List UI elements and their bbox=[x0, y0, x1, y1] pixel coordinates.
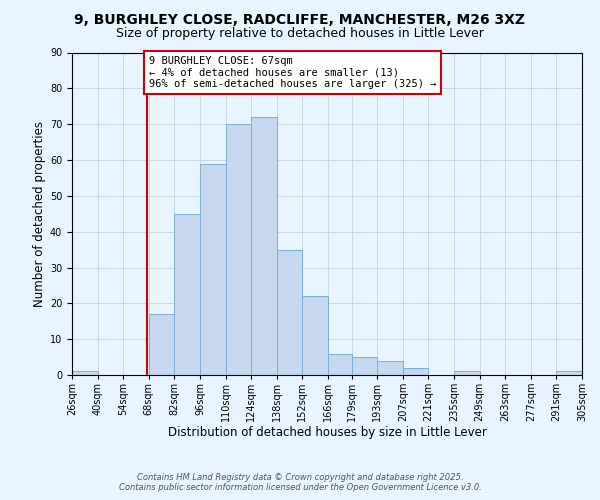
Bar bbox=[352, 357, 377, 375]
Bar bbox=[377, 360, 403, 375]
Bar bbox=[328, 354, 352, 375]
Bar bbox=[72, 372, 98, 375]
Text: 9, BURGHLEY CLOSE, RADCLIFFE, MANCHESTER, M26 3XZ: 9, BURGHLEY CLOSE, RADCLIFFE, MANCHESTER… bbox=[74, 12, 526, 26]
Bar bbox=[226, 124, 251, 375]
Text: 9 BURGHLEY CLOSE: 67sqm
← 4% of detached houses are smaller (13)
96% of semi-det: 9 BURGHLEY CLOSE: 67sqm ← 4% of detached… bbox=[149, 56, 436, 90]
Bar bbox=[277, 250, 302, 375]
Text: Contains HM Land Registry data © Crown copyright and database right 2025.
Contai: Contains HM Land Registry data © Crown c… bbox=[119, 473, 481, 492]
Bar bbox=[454, 372, 479, 375]
Bar bbox=[175, 214, 200, 375]
Bar bbox=[251, 117, 277, 375]
Bar bbox=[302, 296, 328, 375]
X-axis label: Distribution of detached houses by size in Little Lever: Distribution of detached houses by size … bbox=[167, 426, 487, 438]
Text: Size of property relative to detached houses in Little Lever: Size of property relative to detached ho… bbox=[116, 28, 484, 40]
Bar bbox=[556, 372, 582, 375]
Y-axis label: Number of detached properties: Number of detached properties bbox=[33, 120, 46, 306]
Bar bbox=[200, 164, 226, 375]
Bar bbox=[149, 314, 175, 375]
Bar bbox=[403, 368, 428, 375]
